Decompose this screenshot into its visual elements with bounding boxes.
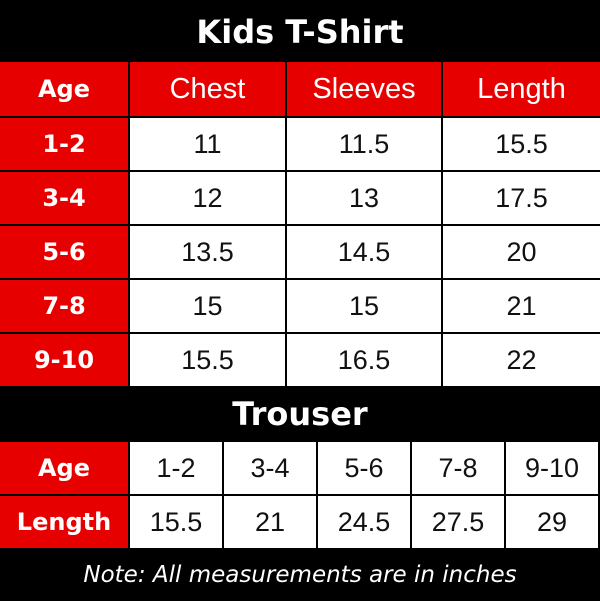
trouser-age-label: Age	[0, 442, 128, 494]
header-age: Age	[0, 62, 128, 116]
trouser-length-cell: 29	[506, 496, 598, 548]
tshirt-table: Age Chest Sleeves Length 1-2 11 11.5 15.…	[0, 62, 600, 388]
trouser-length-cell: 15.5	[130, 496, 222, 548]
trouser-length-label: Length	[0, 496, 128, 548]
trouser-length-cell: 21	[224, 496, 316, 548]
header-sleeves: Sleeves	[287, 62, 441, 116]
length-cell: 15.5	[443, 118, 600, 170]
chest-cell: 13.5	[130, 226, 285, 278]
sleeves-cell: 14.5	[287, 226, 441, 278]
age-cell: 1-2	[0, 118, 128, 170]
tshirt-title: Kids T-Shirt	[196, 13, 404, 51]
sleeves-cell: 15	[287, 280, 441, 332]
age-cell: 3-4	[0, 172, 128, 224]
trouser-age-cell: 1-2	[130, 442, 222, 494]
length-cell: 20	[443, 226, 600, 278]
measurement-note: Note: All measurements are in inches	[83, 562, 517, 588]
trouser-table: Age 1-2 3-4 5-6 7-8 9-10 Length 15.5 21 …	[0, 442, 600, 548]
chest-cell: 15.5	[130, 334, 285, 386]
chest-cell: 15	[130, 280, 285, 332]
trouser-title: Trouser	[232, 395, 368, 433]
length-cell: 17.5	[443, 172, 600, 224]
chest-cell: 11	[130, 118, 285, 170]
trouser-age-cell: 5-6	[318, 442, 410, 494]
header-chest: Chest	[130, 62, 285, 116]
sleeves-cell: 11.5	[287, 118, 441, 170]
sleeves-cell: 13	[287, 172, 441, 224]
sleeves-cell: 16.5	[287, 334, 441, 386]
age-cell: 7-8	[0, 280, 128, 332]
trouser-length-cell: 24.5	[318, 496, 410, 548]
trouser-length-cell: 27.5	[412, 496, 504, 548]
length-cell: 21	[443, 280, 600, 332]
age-cell: 9-10	[0, 334, 128, 386]
trouser-age-cell: 3-4	[224, 442, 316, 494]
chest-cell: 12	[130, 172, 285, 224]
age-cell: 5-6	[0, 226, 128, 278]
header-length: Length	[443, 62, 600, 116]
length-cell: 22	[443, 334, 600, 386]
trouser-age-cell: 9-10	[506, 442, 598, 494]
trouser-age-cell: 7-8	[412, 442, 504, 494]
